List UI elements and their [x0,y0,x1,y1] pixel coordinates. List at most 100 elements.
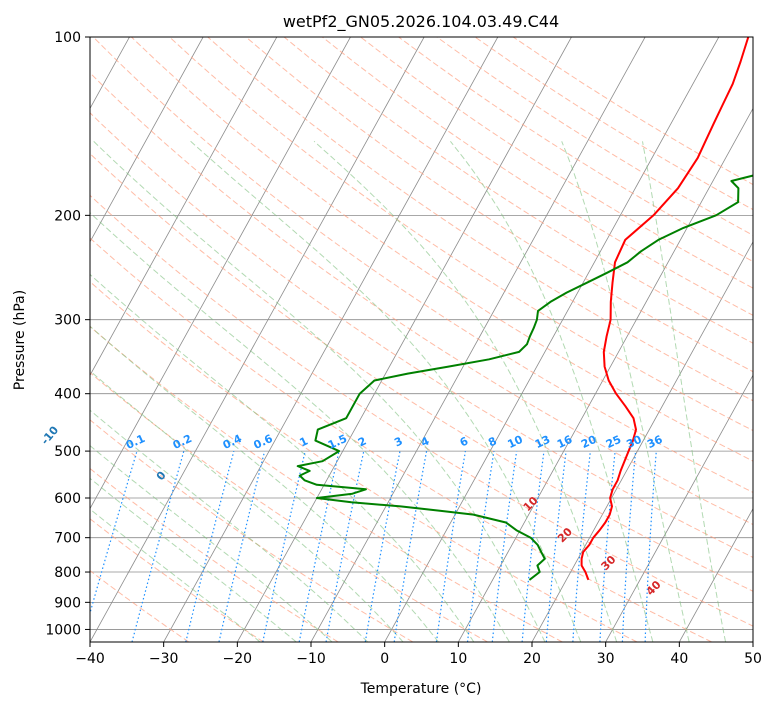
mixing-ratio-line [545,451,567,642]
dry-adiabat-line [283,37,753,344]
y-tick-label: 1000 [45,622,81,638]
mixing-ratio-label: 30 [624,433,644,451]
dry-adiabat-line [90,152,753,592]
moist-adiabat-line [450,140,654,642]
mixing-ratio-line [90,450,138,615]
x-axis-label: Temperature (°C) [360,681,482,697]
dry-adiabat-line [92,37,753,493]
mixing-ratio-line [262,450,306,642]
dry-adiabat-line [131,37,753,462]
moist-adiabat-line [190,140,582,642]
dry-adiabat-line [512,37,753,186]
mixing-ratio-label: 0.2 [171,432,194,452]
moist-adiabat-line [90,273,475,642]
x-tick-label: −20 [223,651,253,667]
mixing-ratio-label: 25 [604,433,623,451]
y-tick-label: 300 [54,313,81,329]
mixing-ratio-label: 36 [645,433,665,451]
mixing-ratio-label: 4 [419,434,432,449]
line-labels: 0.10.20.40.611.52346810131620253036-100-… [38,423,665,598]
mixing-ratio-label: 16 [555,433,575,451]
y-tick-label: 600 [54,491,81,507]
dry-adiabat-line [90,467,339,642]
moist-adiabat-line [90,325,439,642]
profile-lines [296,37,753,581]
x-tick-label: 10 [449,651,467,667]
isotherm-line [752,641,753,642]
moist-adiabat-line [90,212,510,642]
mixing-ratio-line [621,451,637,642]
plot-frame [89,36,754,643]
mixing-ratio-label: 13 [533,433,552,451]
moist-adiabat-label: 10 [521,494,541,514]
x-tick-label: −10 [296,651,326,667]
mixing-ratio-line [435,451,466,642]
mixing-ratio-line [185,450,235,642]
y-tick-label: 800 [54,565,81,581]
isotherm-line [90,37,351,510]
mixing-ratio-line [491,451,518,642]
mixing-ratio-label: 1.5 [326,432,349,452]
x-tick-label: −40 [75,651,105,667]
mixing-ratio-line [572,451,591,642]
dry-adiabat-line [90,371,488,642]
dry-adiabat-line [90,281,638,642]
mixing-ratio-line [466,451,495,642]
moist-adiabat-line [90,445,333,642]
mixing-ratio-line [298,450,340,642]
mixing-ratio-label: 10 [506,433,526,451]
dry-adiabat-line [90,518,264,642]
dry-adiabat-line [169,37,753,432]
x-tick-label: 30 [597,651,615,667]
mixing-ratio-line [521,451,545,642]
isotherm-line [90,37,278,377]
moist-adiabat-line [90,477,297,642]
isotherm-line [384,37,720,642]
dry-adiabat-label: 0 [154,469,169,483]
dry-adiabat-line [90,112,753,558]
mixing-ratio-line [218,450,266,642]
mixing-ratio-line [131,450,185,642]
x-tick-label: 20 [523,651,541,667]
mixing-ratio-label: 6 [458,434,471,449]
moist-adiabat-line [93,140,546,642]
mixing-ratio-label: 1 [298,434,310,449]
x-tick-label: 50 [744,651,762,667]
y-tick-label: 900 [54,595,81,611]
isotherm-line [457,107,753,642]
y-tick-label: 100 [54,30,81,46]
isotherm-line [605,374,753,642]
temperature-line [580,37,750,581]
x-tick-label: 40 [670,651,688,667]
dry-adiabat-line [90,194,753,627]
moist-adiabat-label: 20 [555,525,575,545]
mixing-ratio-label: 0.4 [221,432,244,452]
dry-adiabat-line [398,37,753,263]
moist-adiabat-line [313,140,618,642]
moist-adiabat-line [561,141,690,642]
y-axis-label: Pressure (hPa) [12,290,28,390]
isotherm-line [90,37,204,243]
dry-adiabat-line [90,72,753,526]
dry-adiabat-line [207,37,753,402]
chart-title: wetPf2_GN05.2026.104.03.49.C44 [283,12,559,32]
background-lines [90,37,753,642]
mixing-ratio-label: 20 [579,433,599,451]
moist-adiabat-line [90,409,369,642]
dry-adiabat-line [321,37,753,316]
isotherm-line [90,37,425,642]
x-axis: −40 −30 −20 −10 0 10 20 30 40 50 [75,642,762,667]
x-tick-label: −30 [149,651,179,667]
moist-adiabat-line [90,370,404,642]
y-tick-label: 500 [54,444,81,460]
isotherm-line [531,241,753,642]
moist-adiabat-line [90,508,261,642]
moist-adiabat-label: 40 [644,578,664,598]
x-tick-label: 0 [380,651,389,667]
isotherm-line [163,37,499,642]
mixing-ratio-label: 0.6 [252,432,275,452]
dry-adiabat-line [360,37,753,289]
moist-adiabat-label: 30 [599,553,619,573]
dry-adiabat-line [90,237,712,642]
